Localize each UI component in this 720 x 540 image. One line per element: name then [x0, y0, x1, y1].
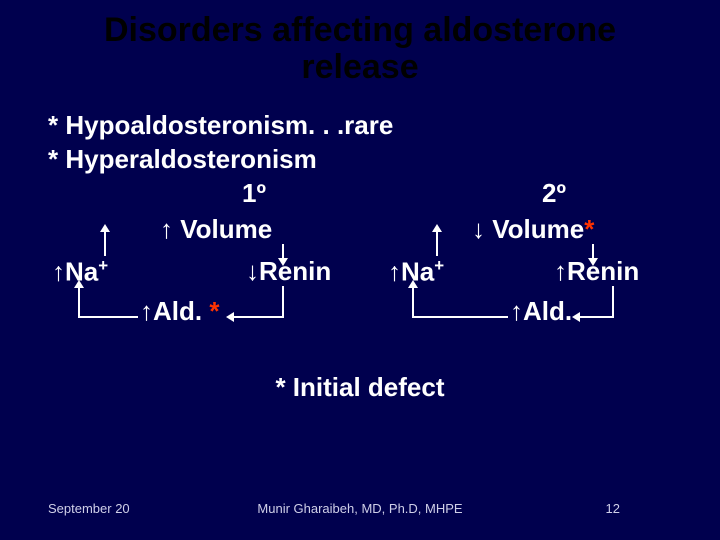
column-primary-header: 1º [242, 178, 266, 209]
secondary-ald: ↑Ald. [510, 296, 572, 327]
arrow-s-right-bot-v [612, 286, 614, 316]
primary-ald-text: ↑Ald. [140, 296, 209, 326]
bullet-hypo: * Hypoaldosteronism. . .rare [48, 110, 393, 141]
arrow-s-bot-left-v [412, 288, 414, 318]
footer-page: 12 [606, 501, 620, 516]
secondary-volume: ↓ Volume* [472, 214, 594, 245]
arrowhead-icon [278, 258, 288, 266]
arrowhead-icon [74, 280, 84, 288]
arrowhead-icon [408, 280, 418, 288]
arrowhead-icon [572, 312, 580, 322]
arrow-p-right-bot-v [282, 286, 284, 316]
arrow-p-left-top [104, 232, 106, 256]
primary-na-sup: + [98, 256, 108, 275]
arrow-p-bot-left-h [78, 316, 138, 318]
arrow-s-bot-left-h [412, 316, 508, 318]
arrow-s-right-bot-h [580, 316, 614, 318]
arrow-p-bot-left-v [78, 288, 80, 318]
arrowhead-icon [432, 224, 442, 232]
initial-defect-note: * Initial defect [0, 372, 720, 403]
arrowhead-icon [226, 312, 234, 322]
secondary-na-sup: + [434, 256, 444, 275]
title-line-2: release [301, 48, 418, 86]
title-line-1: Disorders affecting aldosterone [104, 11, 616, 49]
secondary-volume-text: ↓ Volume [472, 214, 584, 244]
arrow-s-left-top [436, 232, 438, 256]
bullet-hyper: * Hyperaldosteronism [48, 144, 317, 175]
column-secondary-header: 2º [542, 178, 566, 209]
secondary-volume-star: * [584, 214, 594, 244]
arrowhead-icon [100, 224, 110, 232]
primary-ald-star: * [209, 296, 219, 326]
primary-renin: ↓Renin [246, 256, 331, 287]
arrow-p-right-bot-h [234, 316, 284, 318]
slide-title: Disorders affecting aldosterone release [0, 12, 720, 87]
primary-volume: ↑ Volume [160, 214, 272, 245]
primary-ald: ↑Ald. * [140, 296, 219, 327]
slide: Disorders affecting aldosterone release … [0, 0, 720, 540]
arrowhead-icon [588, 258, 598, 266]
